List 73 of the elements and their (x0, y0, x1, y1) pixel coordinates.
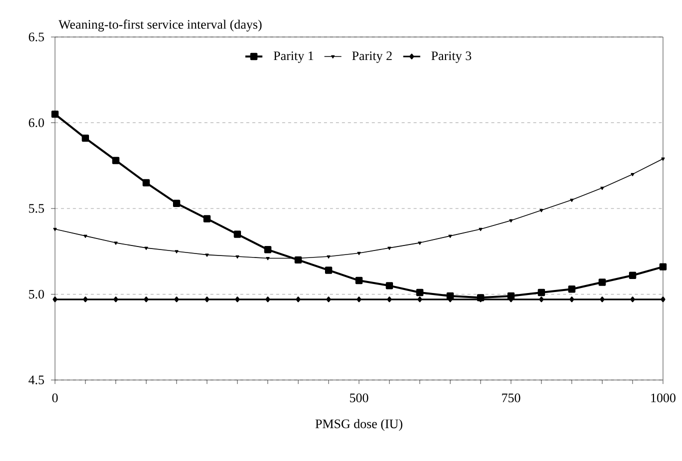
point (51, 110, 59, 118)
point (478, 228, 482, 232)
point (356, 296, 362, 302)
x-tick-label: 0 (52, 394, 58, 402)
point (52, 296, 58, 302)
point (114, 242, 118, 245)
point (296, 296, 301, 302)
x-tick-label: 1000 (651, 394, 676, 402)
point (660, 296, 666, 302)
point (112, 156, 120, 164)
point (82, 134, 89, 142)
point (507, 292, 515, 300)
y-axis-title: Weaning-to-first service interval (days) (58, 20, 262, 32)
point (418, 242, 422, 245)
point (235, 296, 240, 302)
point (144, 296, 148, 302)
point (386, 282, 394, 290)
point (598, 278, 606, 286)
point (355, 276, 363, 284)
point (144, 246, 148, 250)
point (477, 294, 484, 302)
point (266, 257, 270, 260)
y-tick-label: 6.0 (28, 118, 44, 128)
point (387, 296, 392, 302)
x-axis-title: PMSG dose (IU) (315, 419, 402, 431)
point (204, 296, 210, 302)
point (325, 266, 332, 274)
point (294, 256, 302, 264)
point (540, 209, 544, 212)
point (142, 179, 150, 186)
point (266, 296, 270, 302)
point (203, 215, 211, 222)
point (600, 296, 605, 302)
point (174, 296, 179, 302)
point (388, 246, 392, 250)
y-tick-label: 6.5 (28, 32, 44, 42)
point (326, 296, 331, 302)
point (630, 296, 635, 302)
point (570, 296, 574, 302)
point (416, 288, 424, 296)
point (448, 234, 452, 238)
point (326, 255, 330, 259)
point (659, 263, 667, 270)
point (568, 286, 576, 293)
legend-label: Parity 2 (352, 51, 392, 63)
point (509, 219, 513, 222)
point (446, 292, 454, 300)
point (600, 186, 604, 190)
y-tick-label: 4.5 (28, 376, 44, 384)
point (84, 234, 88, 238)
point (264, 246, 272, 254)
x-tick-label: 750 (502, 394, 520, 402)
point (173, 200, 180, 207)
point (234, 230, 242, 238)
point (418, 296, 422, 302)
y-tick-label: 5.0 (29, 290, 44, 299)
y-tick-label: 5.5 (29, 204, 44, 213)
point (53, 228, 57, 232)
point (236, 255, 240, 259)
x-tick-label: 500 (350, 394, 368, 402)
point (114, 296, 118, 302)
legend-label: Parity 3 (431, 51, 472, 63)
point (174, 250, 178, 254)
point (570, 198, 574, 202)
point (83, 296, 88, 302)
point (538, 288, 546, 296)
legend-label: Parity 1 (274, 51, 314, 63)
point (630, 173, 634, 176)
point (539, 296, 544, 302)
point (205, 254, 209, 257)
point (357, 252, 361, 256)
point (661, 158, 665, 161)
point (629, 272, 636, 279)
